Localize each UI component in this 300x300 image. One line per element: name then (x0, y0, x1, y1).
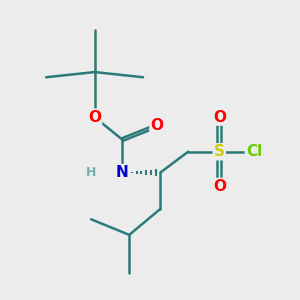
Text: O: O (88, 110, 101, 124)
Text: H: H (86, 166, 96, 179)
Text: O: O (150, 118, 164, 133)
Text: O: O (213, 110, 226, 124)
Text: Cl: Cl (246, 144, 262, 159)
Text: N: N (116, 165, 129, 180)
Text: O: O (213, 179, 226, 194)
Text: S: S (214, 144, 225, 159)
